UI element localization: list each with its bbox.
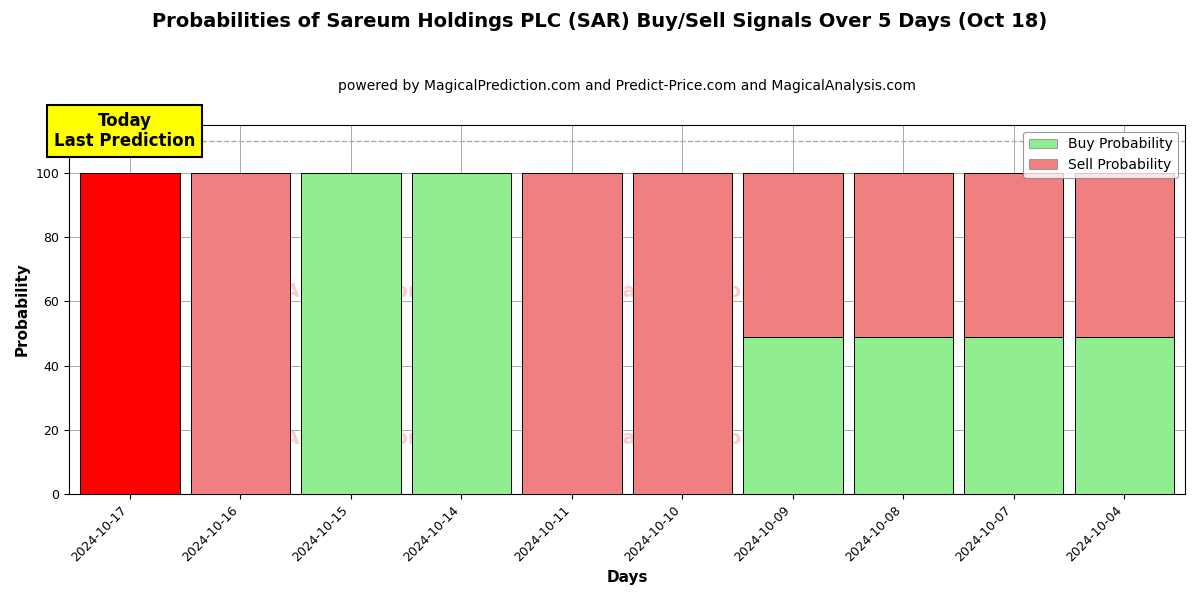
- Bar: [80, 173, 180, 494]
- Bar: [301, 173, 401, 494]
- Bar: [1074, 173, 1174, 337]
- Bar: [743, 337, 842, 494]
- Text: MagicalAnalysis.com: MagicalAnalysis.com: [200, 281, 428, 301]
- Bar: [964, 337, 1063, 494]
- Legend: Buy Probability, Sell Probability: Buy Probability, Sell Probability: [1024, 131, 1178, 178]
- Bar: [632, 173, 732, 494]
- Bar: [412, 173, 511, 494]
- Bar: [964, 173, 1063, 337]
- Bar: [853, 337, 953, 494]
- Text: MagicalAnalysis.com: MagicalAnalysis.com: [200, 430, 428, 448]
- Bar: [522, 173, 622, 494]
- Text: MagicalPrediction.com: MagicalPrediction.com: [558, 281, 808, 301]
- Text: Today
Last Prediction: Today Last Prediction: [54, 112, 196, 151]
- Bar: [853, 173, 953, 337]
- Text: Probabilities of Sareum Holdings PLC (SAR) Buy/Sell Signals Over 5 Days (Oct 18): Probabilities of Sareum Holdings PLC (SA…: [152, 12, 1048, 31]
- Title: powered by MagicalPrediction.com and Predict-Price.com and MagicalAnalysis.com: powered by MagicalPrediction.com and Pre…: [338, 79, 916, 93]
- Text: MagicalPrediction.com: MagicalPrediction.com: [558, 430, 808, 448]
- Y-axis label: Probability: Probability: [16, 263, 30, 356]
- X-axis label: Days: Days: [606, 570, 648, 585]
- Bar: [743, 173, 842, 337]
- Bar: [191, 173, 290, 494]
- Bar: [1074, 337, 1174, 494]
